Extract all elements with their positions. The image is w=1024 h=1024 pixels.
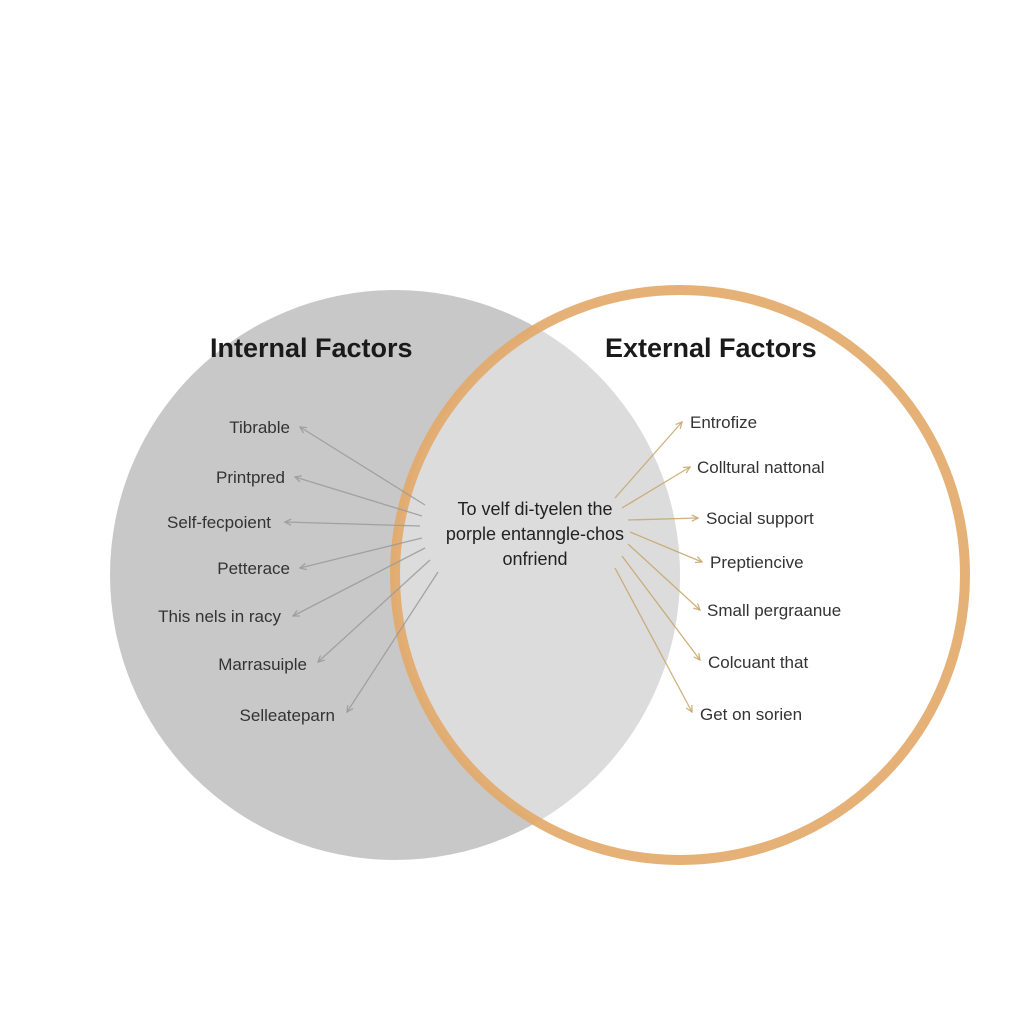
- heading-external-factors: External Factors: [605, 333, 817, 364]
- external-item: Get on sorien: [700, 705, 802, 725]
- center-line: onfriend: [425, 547, 645, 572]
- center-overlap-text: To velf di-tyelen theporple entanngle-ch…: [425, 497, 645, 573]
- internal-item: Selleateparn: [240, 706, 335, 726]
- internal-item: Tibrable: [229, 418, 290, 438]
- heading-internal-factors: Internal Factors: [210, 333, 413, 364]
- internal-item: Petterace: [217, 559, 290, 579]
- venn-overlap: [395, 290, 965, 860]
- center-line: porple entanngle-chos: [425, 522, 645, 547]
- left-arrows: [285, 427, 438, 712]
- external-item: Colltural nattonal: [697, 458, 825, 478]
- external-item: Entrofize: [690, 413, 757, 433]
- internal-item: Self-fecpoient: [167, 513, 271, 533]
- left-circle: [110, 290, 680, 860]
- external-item: Social support: [706, 509, 814, 529]
- internal-item: This nels in racy: [158, 607, 281, 627]
- external-item: Colcuant that: [708, 653, 808, 673]
- external-item: Small pergraanue: [707, 601, 841, 621]
- external-item: Preptiencive: [710, 553, 804, 573]
- internal-item: Printpred: [216, 468, 285, 488]
- center-line: To velf di-tyelen the: [425, 497, 645, 522]
- right-circle: [395, 290, 965, 860]
- internal-item: Marrasuiple: [218, 655, 307, 675]
- venn-diagram: Internal Factors External Factors To vel…: [0, 0, 1024, 1024]
